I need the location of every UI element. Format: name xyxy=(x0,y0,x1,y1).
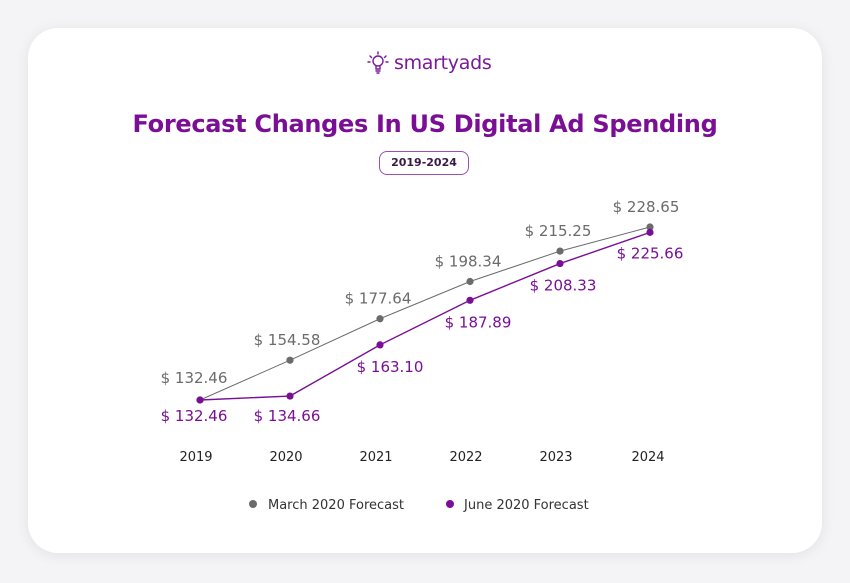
legend-label-march: March 2020 Forecast xyxy=(268,498,404,513)
legend-marker-march xyxy=(249,500,257,508)
x-tick-label: 2024 xyxy=(631,450,664,465)
data-label: $ 132.46 xyxy=(161,407,228,425)
x-tick-label: 2019 xyxy=(179,450,212,465)
data-point xyxy=(646,223,654,231)
data-label: $ 163.10 xyxy=(357,358,424,376)
data-label: $ 177.64 xyxy=(345,290,412,308)
data-point xyxy=(556,259,564,268)
data-point xyxy=(466,277,474,286)
x-tick-label: 2021 xyxy=(359,450,392,465)
x-tick-label: 2023 xyxy=(539,450,572,465)
data-label: $ 187.89 xyxy=(445,313,512,331)
data-point xyxy=(466,296,474,304)
series-line-june xyxy=(199,231,651,401)
data-point xyxy=(286,392,294,400)
data-point xyxy=(376,315,384,323)
data-label: $ 198.34 xyxy=(435,253,502,271)
data-label: $ 154.58 xyxy=(254,331,321,349)
x-tick-label: 2022 xyxy=(449,450,482,465)
data-label: $ 134.66 xyxy=(254,407,321,425)
data-point xyxy=(286,356,294,364)
legend-marker-june xyxy=(446,500,454,508)
date-range-badge: 2019-2024 xyxy=(379,151,469,175)
data-label: $ 208.33 xyxy=(530,277,597,295)
page-title: Forecast Changes In US Digital Ad Spendi… xyxy=(132,110,718,138)
x-tick-label: 2020 xyxy=(269,450,302,465)
lightbulb-icon xyxy=(367,51,389,74)
data-point xyxy=(646,228,654,236)
data-label: $ 228.65 xyxy=(613,198,680,216)
data-point xyxy=(556,247,564,255)
smartyads-logo: smartyads xyxy=(366,50,492,76)
data-label: $ 132.46 xyxy=(161,369,228,387)
data-point xyxy=(376,341,384,349)
chart-card xyxy=(28,28,822,553)
logo-text: smartyads xyxy=(394,52,492,74)
legend-label-june: June 2020 Forecast xyxy=(463,498,589,513)
data-label: $ 225.66 xyxy=(617,244,684,262)
series-line-march xyxy=(199,226,651,401)
data-point xyxy=(196,396,204,404)
data-label: $ 215.25 xyxy=(525,222,592,240)
